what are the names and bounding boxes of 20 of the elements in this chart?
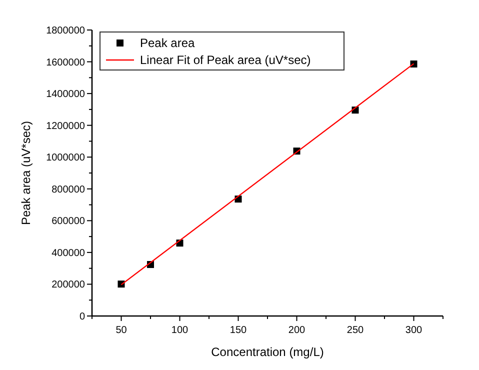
y-tick-label: 1000000 — [46, 152, 86, 164]
x-tick-label: 200 — [288, 325, 306, 336]
y-axis-title: Peak area (uV*sec) — [19, 120, 33, 226]
x-axis-title: Concentration (mg/L) — [211, 345, 324, 359]
y-tick-label: 0 — [79, 312, 86, 322]
legend-label: Peak area — [140, 36, 196, 50]
legend-label: Linear Fit of Peak area (uV*sec) — [140, 53, 311, 68]
y-tick-label: 600000 — [52, 216, 86, 228]
y-tick-label: 1400000 — [46, 89, 86, 100]
y-tick-label: 1800000 — [46, 26, 86, 36]
y-tick-label: 1600000 — [46, 57, 86, 68]
x-tick-label: 150 — [230, 325, 248, 336]
x-tick-label: 100 — [171, 325, 189, 336]
x-tick-label: 300 — [405, 325, 423, 336]
x-tick-label: 50 — [116, 325, 128, 336]
y-tick-label: 400000 — [52, 248, 86, 259]
y-tick-label: 1200000 — [46, 120, 86, 132]
x-tick-label: 250 — [346, 325, 364, 336]
y-tick-label: 800000 — [52, 184, 86, 196]
y-tick-label: 200000 — [52, 280, 86, 291]
